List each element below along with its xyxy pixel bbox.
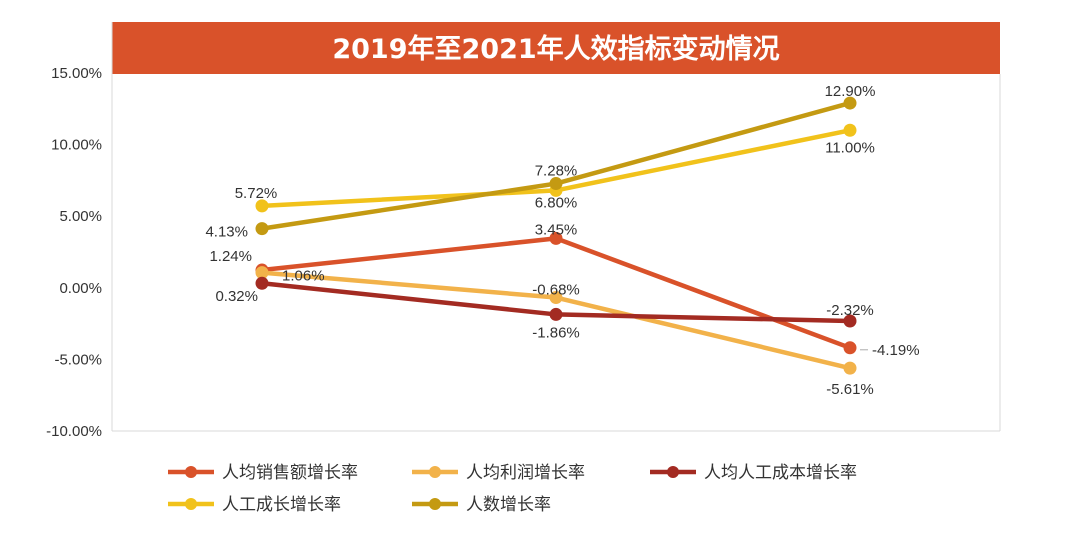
data-point [549, 291, 563, 305]
data-point [843, 96, 857, 110]
y-tick-label: -10.00% [46, 423, 102, 440]
data-point [549, 231, 563, 245]
data-label: 6.80% [535, 194, 578, 211]
legend-label: 人工成长增长率 [222, 495, 341, 515]
legend-item: 人均销售额增长率 [168, 463, 358, 483]
legend-item: 人工成长增长率 [168, 495, 341, 515]
data-label: -2.32% [826, 302, 874, 319]
data-point [255, 276, 269, 290]
data-label: 0.32% [215, 288, 258, 305]
data-label: 7.28% [535, 163, 578, 180]
legend-label: 人均销售额增长率 [222, 463, 358, 483]
data-point [843, 314, 857, 328]
y-tick-label: 0.00% [59, 280, 102, 297]
legend-swatch-marker [429, 498, 441, 510]
series-points [255, 96, 857, 375]
y-tick-labels: 15.00% 10.00% 5.00% 0.00% -5.00% -10.00% [46, 65, 102, 440]
data-label: 11.00% [825, 139, 875, 156]
chart-title: 2019年至2021年人效指标变动情况 [332, 33, 779, 65]
legend-label: 人均人工成本增长率 [704, 463, 857, 483]
data-point [549, 307, 563, 321]
legend-label: 人数增长率 [466, 495, 551, 515]
data-label: -0.68% [532, 282, 580, 299]
data-label: 4.13% [205, 224, 248, 241]
data-label: -4.19% [872, 342, 920, 359]
data-point [255, 266, 269, 280]
y-tick-label: 10.00% [51, 137, 102, 154]
legend-label: 人均利润增长率 [466, 463, 585, 483]
legend-swatch-marker [429, 466, 441, 478]
legend-swatch-marker [667, 466, 679, 478]
legend-item: 人数增长率 [412, 495, 551, 515]
legend-item: 人均利润增长率 [412, 463, 585, 483]
data-labels: 1.24% 3.45% -4.19% 1.06% -0.68% -5.61% 0.32% -1… [205, 83, 919, 398]
chart-title-bar [112, 22, 1000, 74]
y-tick-label: -5.00% [54, 351, 102, 368]
legend-swatch-marker [185, 466, 197, 478]
data-label: 12.90% [825, 83, 876, 100]
data-point [843, 361, 857, 375]
data-point [549, 177, 563, 191]
data-label: 5.72% [235, 185, 278, 202]
legend-swatch-marker [185, 498, 197, 510]
y-tick-label: 15.00% [51, 65, 102, 82]
data-label: -5.61% [826, 381, 874, 398]
data-point [843, 341, 857, 355]
legend-item: 人均人工成本增长率 [650, 463, 857, 483]
data-label: 1.24% [209, 248, 252, 265]
data-label: 1.06% [282, 268, 325, 285]
data-label: -1.86% [532, 324, 580, 341]
y-tick-label: 5.00% [59, 208, 102, 225]
data-point [255, 222, 269, 236]
data-point [255, 199, 269, 213]
data-label: 3.45% [535, 221, 578, 238]
data-point [843, 123, 857, 137]
